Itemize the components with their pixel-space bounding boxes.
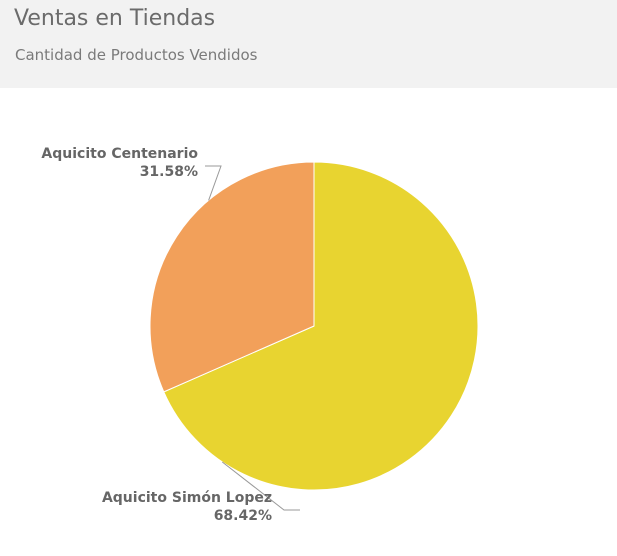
pie-slice-2[interactable]: [149, 161, 315, 393]
slice-label-percent-2: 31.58%: [140, 164, 198, 180]
slice-label-name-1: Aquicito Simón Lopez: [102, 490, 272, 506]
pie-slices: [149, 161, 479, 491]
leader-lines: [205, 165, 300, 511]
slice-label-name-2: Aquicito Centenario: [41, 146, 198, 162]
chart-subtitle: Cantidad de Productos Vendidos: [15, 46, 258, 64]
slice-label-percent-1: 68.42%: [214, 508, 272, 524]
leader-line-1: [221, 461, 300, 511]
data-labels: Aquicito Simón Lopez 68.42% Aquicito Cente…: [41, 146, 272, 524]
leader-line-2: [205, 165, 222, 201]
pie-slice-1[interactable]: [163, 161, 479, 491]
chart-title: Ventas en Tiendas: [14, 6, 216, 31]
chart-header: Ventas en Tiendas Cantidad de Productos …: [0, 0, 617, 88]
